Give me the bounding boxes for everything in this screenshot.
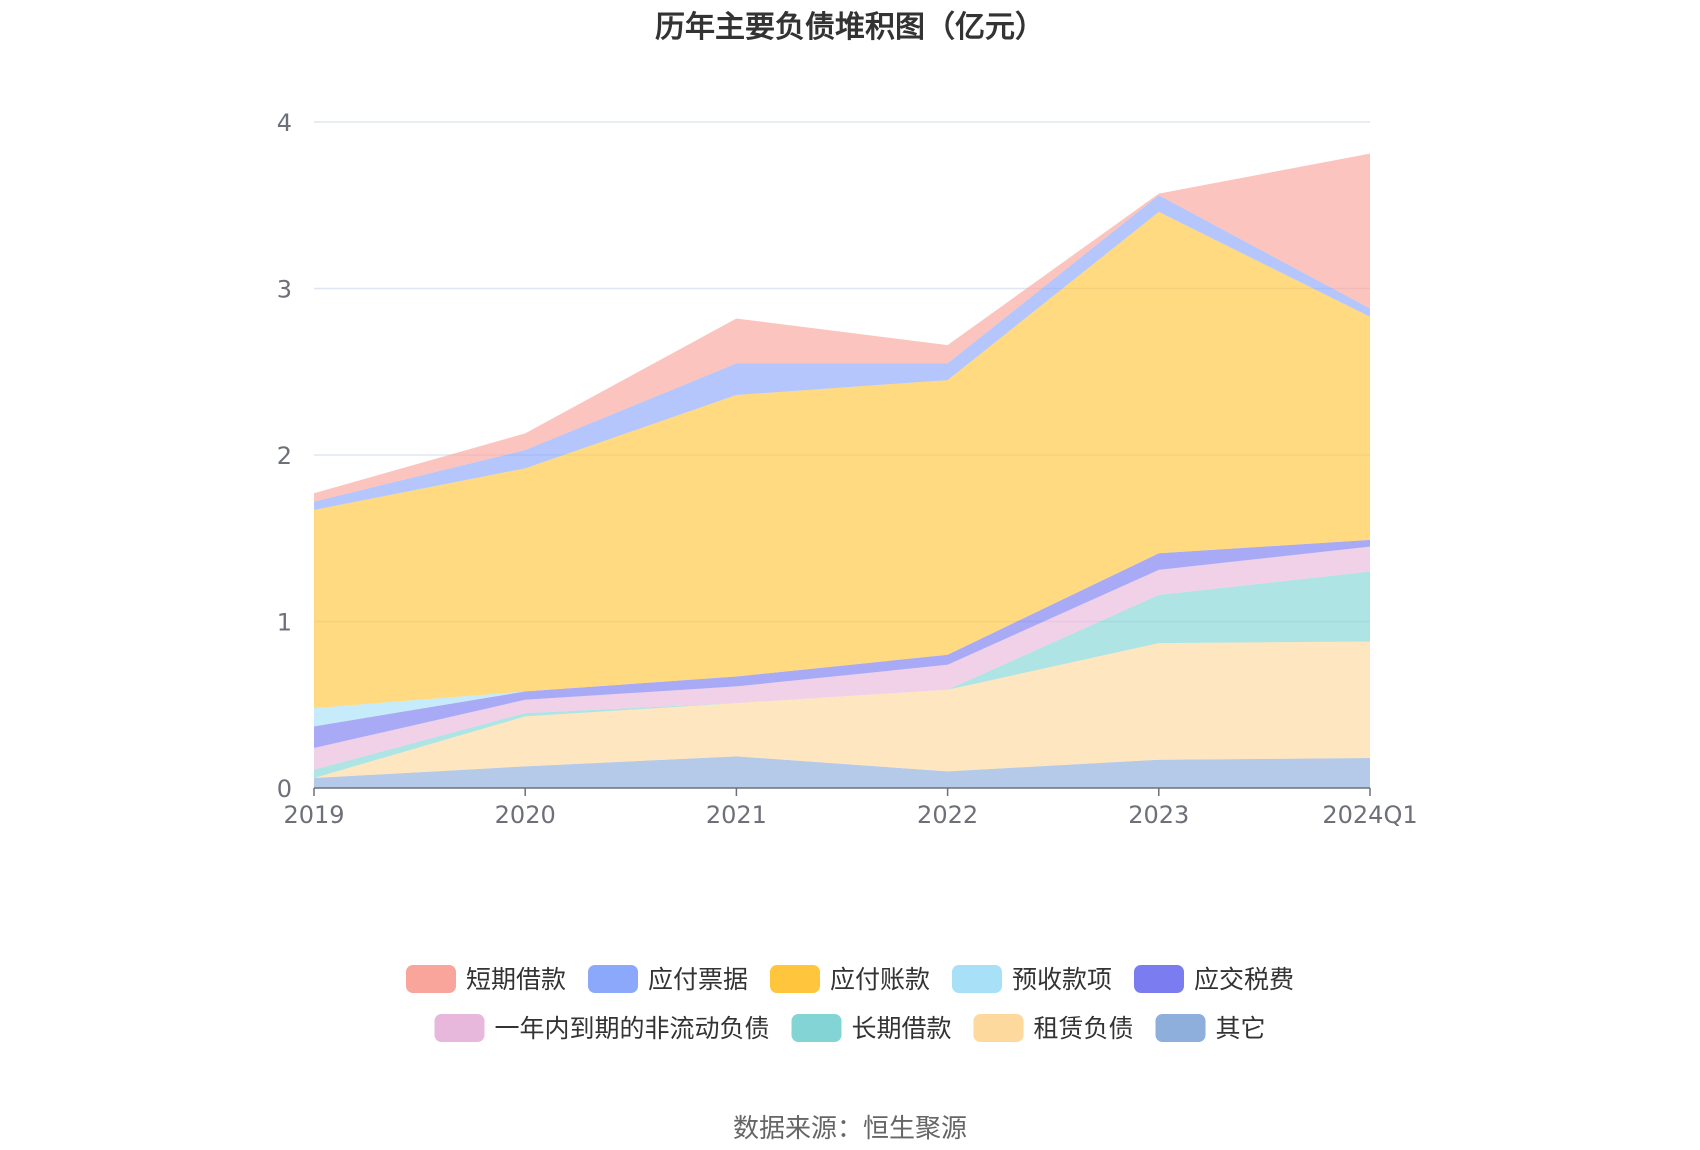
x-tick-label: 2020 (495, 801, 556, 829)
area-series-8 (314, 153, 1370, 502)
y-tick-label: 4 (277, 109, 292, 137)
x-tick-label: 2023 (1128, 801, 1189, 829)
data-source-label: 数据来源：恒生聚源 (733, 1114, 967, 1144)
x-tick-label: 2022 (917, 801, 978, 829)
area-series-6 (314, 211, 1370, 709)
x-tick-label: 2021 (706, 801, 767, 829)
legend-label: 租赁负债 (1034, 1014, 1134, 1043)
legend-swatch (434, 1014, 485, 1042)
legend-label: 应付票据 (648, 965, 748, 994)
legend-swatch (1155, 1014, 1206, 1042)
legend-label: 应交税费 (1194, 965, 1294, 994)
x-tick-label: 2024Q1 (1322, 801, 1417, 829)
y-tick-label: 0 (277, 775, 292, 803)
legend-swatch (588, 965, 638, 993)
chart-title: 历年主要负债堆积图（亿元） (655, 10, 1045, 45)
area-series-7 (314, 195, 1370, 510)
legend-label: 应付账款 (830, 965, 930, 994)
legend-item[interactable]: 一年内到期的非流动负债 (434, 1014, 770, 1043)
axes: 2019 2020 2021 2022 2023 2024Q1 (283, 787, 1418, 829)
legend-label: 预收款项 (1012, 965, 1112, 994)
area-series-1 (314, 641, 1370, 779)
area-series (314, 153, 1370, 788)
legend-item[interactable]: 租赁负债 (973, 1014, 1134, 1043)
legend-label: 短期借款 (466, 965, 566, 994)
y-tick-label: 2 (277, 442, 292, 470)
area-series-4 (314, 539, 1370, 749)
area-series-2 (314, 571, 1370, 779)
area-series-0 (314, 756, 1370, 788)
legend-swatch (406, 965, 456, 993)
legend-item[interactable]: 预收款项 (952, 965, 1112, 994)
legend-item[interactable]: 应付票据 (588, 965, 748, 994)
x-tick-label: 2019 (283, 801, 344, 829)
legend-item[interactable]: 应交税费 (1134, 965, 1294, 994)
area-series-3 (314, 546, 1370, 770)
y-tick-label: 3 (277, 276, 292, 304)
legend-label: 其它 (1216, 1014, 1266, 1043)
legend-item[interactable]: 长期借款 (791, 1014, 952, 1043)
legend-label: 长期借款 (852, 1014, 952, 1043)
legend-label: 一年内到期的非流动负债 (495, 1014, 770, 1043)
legend-swatch (770, 965, 820, 993)
legend-item[interactable]: 应付账款 (770, 965, 930, 994)
legend-swatch (791, 1014, 842, 1042)
legend-swatch (952, 965, 1002, 993)
y-tick-label: 1 (277, 609, 292, 637)
legend-swatch (1134, 965, 1184, 993)
legend-item[interactable]: 其它 (1155, 1014, 1266, 1043)
legend-item[interactable]: 短期借款 (406, 965, 566, 994)
legend-swatch (973, 1014, 1024, 1042)
area-series-5 (314, 539, 1370, 727)
